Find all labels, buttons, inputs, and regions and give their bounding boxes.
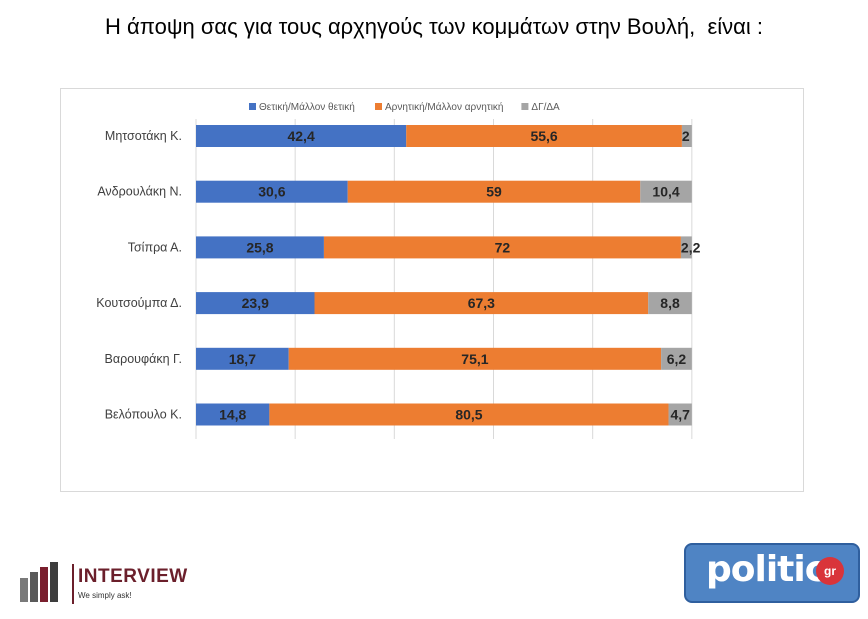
data-label: 4,7 [670, 407, 690, 423]
bar-segment [347, 180, 641, 203]
bar-segment [196, 125, 407, 147]
data-label: 23,9 [242, 295, 269, 311]
bar-segment [323, 236, 681, 259]
bar-segment [196, 236, 324, 259]
bar-segment [196, 403, 270, 426]
data-label: 2,2 [681, 239, 701, 255]
data-label: 25,8 [246, 239, 273, 255]
bar-segment [406, 125, 682, 147]
category-label: Βαρουφάκη Γ. [105, 352, 182, 366]
data-label: 59 [486, 184, 502, 200]
data-label: 80,5 [455, 407, 482, 423]
legend-label: Θετική/Μάλλον θετική [259, 101, 355, 113]
category-label: Βελόπουλο Κ. [105, 408, 182, 422]
bar-segment [680, 236, 692, 259]
data-label: 2 [682, 128, 690, 144]
interview-divider [72, 564, 74, 604]
bar-segment [196, 180, 348, 203]
bar-segment [648, 292, 692, 315]
legend-label: ΔΓ/ΔΑ [531, 102, 560, 113]
bar-segment [196, 292, 315, 315]
politic-gr-badge: gr [816, 557, 844, 585]
data-label: 10,4 [652, 184, 679, 200]
bar-segment [196, 347, 289, 370]
interview-logo: INTERVIEW We simply ask! [18, 560, 218, 608]
interview-tagline: We simply ask! [78, 591, 132, 600]
interview-wordmark: INTERVIEW [78, 566, 188, 587]
legend-swatch [521, 103, 529, 110]
category-label: Τσίπρα Α. [128, 240, 182, 254]
stacked-bar-chart: Θετική/Μάλλον θετική Αρνητική/Μάλλον αρνη… [96, 101, 701, 439]
bar-segment [640, 180, 692, 203]
interview-bars-icon [20, 562, 58, 602]
politic-wordmark: politic [706, 549, 826, 590]
data-label: 75,1 [461, 351, 488, 367]
legend-label: Αρνητική/Μάλλον αρνητική [385, 101, 504, 113]
data-label: 6,2 [667, 351, 687, 367]
data-label: 30,6 [258, 184, 285, 200]
data-label: 18,7 [229, 351, 256, 367]
data-label: 42,4 [287, 128, 314, 144]
bar-segment [269, 403, 669, 426]
bar-segment [668, 403, 692, 426]
category-label: Μητσοτάκη Κ. [105, 129, 182, 143]
data-label: 55,6 [530, 128, 557, 144]
category-label: Κουτσούμπα Δ. [96, 296, 182, 310]
chart-frame: Θετική/Μάλλον θετική Αρνητική/Μάλλον αρνη… [60, 88, 804, 492]
bar-segment [681, 125, 692, 147]
legend-swatch [375, 103, 382, 110]
legend-swatch [249, 103, 256, 110]
bar-segment [288, 347, 662, 370]
data-label: 8,8 [660, 295, 680, 311]
data-label: 67,3 [468, 295, 495, 311]
category-label: Ανδρουλάκη Ν. [97, 185, 182, 199]
bar-segment [314, 292, 649, 315]
politic-logo: politic gr [684, 543, 860, 603]
data-label: 72 [495, 239, 511, 255]
data-label: 14,8 [219, 407, 246, 423]
bar-segment [661, 347, 692, 370]
page-title: Η άποψη σας για τους αρχηγούς των κομμάτ… [105, 14, 763, 39]
